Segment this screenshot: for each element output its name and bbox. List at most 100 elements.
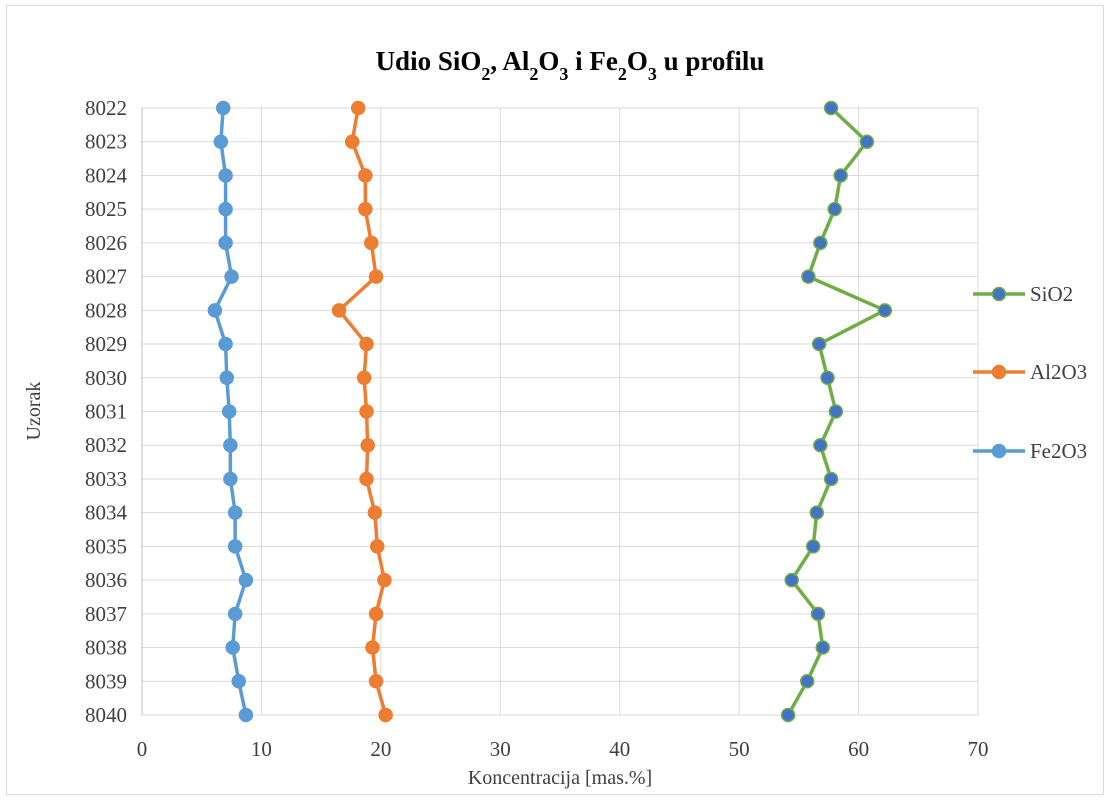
y-tick-label: 8028 bbox=[85, 298, 127, 322]
data-point-sio2 bbox=[813, 235, 828, 251]
y-tick-label: 8024 bbox=[85, 163, 128, 187]
data-point-sio2 bbox=[823, 100, 839, 116]
data-point-sio2 bbox=[801, 269, 816, 284]
legend: SiO2 Al2O3 Fe2O3 bbox=[973, 282, 1087, 463]
data-point-sio2 bbox=[820, 370, 835, 386]
data-point-sio2 bbox=[833, 168, 848, 183]
data-point-fe2o3 bbox=[238, 572, 254, 588]
data-point-fe2o3 bbox=[223, 471, 238, 487]
data-point-fe2o3 bbox=[218, 168, 233, 183]
data-point-al2o3 bbox=[358, 201, 373, 217]
data-point-al2o3 bbox=[367, 505, 383, 520]
data-point-sio2 bbox=[780, 707, 796, 723]
x-tick-label: 20 bbox=[370, 737, 391, 761]
x-tick-label: 50 bbox=[729, 737, 750, 761]
legend-marker-fe2o3 bbox=[991, 443, 1007, 459]
data-point-sio2 bbox=[809, 505, 825, 520]
x-axis-label: Koncentracija [mas.%] bbox=[468, 767, 652, 789]
legend-marker-al2o3 bbox=[991, 364, 1007, 380]
legend-marker-sio2 bbox=[991, 286, 1007, 302]
chart-frame bbox=[6, 5, 1104, 795]
data-point-al2o3 bbox=[359, 404, 374, 419]
y-tick-label: 8036 bbox=[85, 568, 127, 592]
y-tick-label: 8034 bbox=[85, 501, 128, 525]
y-tick-label: 8033 bbox=[85, 467, 127, 491]
y-tick-label: 8022 bbox=[85, 96, 127, 120]
data-point-al2o3 bbox=[358, 168, 373, 183]
data-point-sio2 bbox=[815, 640, 830, 655]
data-point-al2o3 bbox=[360, 437, 375, 453]
y-axis-label: Uzorak bbox=[23, 382, 45, 441]
y-tick-label: 8031 bbox=[85, 400, 127, 424]
y-tick-label: 8029 bbox=[85, 332, 127, 356]
chart-title: Udio SiO2, Al2O3 i Fe2O3 u profilu bbox=[376, 46, 765, 84]
data-point-fe2o3 bbox=[218, 336, 233, 352]
y-tick-label: 8025 bbox=[85, 197, 127, 221]
data-point-sio2 bbox=[811, 336, 827, 352]
data-point-fe2o3 bbox=[227, 505, 243, 520]
data-point-al2o3 bbox=[365, 640, 380, 655]
data-point-fe2o3 bbox=[218, 201, 233, 217]
data-point-al2o3 bbox=[359, 471, 374, 487]
x-tick-label: 10 bbox=[251, 737, 272, 761]
data-point-al2o3 bbox=[350, 100, 366, 116]
data-point-fe2o3 bbox=[227, 606, 243, 622]
data-point-fe2o3 bbox=[219, 370, 235, 386]
data-point-fe2o3 bbox=[225, 640, 241, 655]
data-point-sio2 bbox=[859, 134, 875, 149]
data-point-al2o3 bbox=[364, 235, 379, 251]
data-point-sio2 bbox=[799, 674, 815, 689]
data-point-sio2 bbox=[877, 303, 893, 318]
data-point-al2o3 bbox=[368, 269, 384, 284]
data-point-al2o3 bbox=[368, 606, 384, 622]
y-tick-label: 8023 bbox=[85, 130, 127, 154]
data-point-al2o3 bbox=[377, 572, 392, 588]
data-point-fe2o3 bbox=[207, 303, 223, 318]
data-point-sio2 bbox=[784, 572, 799, 588]
x-tick-label: 0 bbox=[137, 737, 148, 761]
x-tick-label: 30 bbox=[490, 737, 511, 761]
data-point-sio2 bbox=[828, 404, 844, 419]
data-point-fe2o3 bbox=[227, 539, 243, 554]
x-tick-label: 40 bbox=[609, 737, 630, 761]
x-tick-label: 60 bbox=[848, 737, 869, 761]
data-point-fe2o3 bbox=[231, 674, 246, 689]
data-point-al2o3 bbox=[378, 707, 393, 723]
gridlines bbox=[141, 107, 979, 716]
data-point-fe2o3 bbox=[215, 100, 231, 116]
y-tick-label: 8026 bbox=[85, 231, 127, 255]
y-tick-label: 8035 bbox=[85, 534, 127, 558]
x-tick-labels: 0 10 20 30 40 50 60 70 bbox=[137, 737, 989, 761]
data-point-al2o3 bbox=[331, 303, 347, 318]
y-tick-label: 8038 bbox=[85, 636, 127, 660]
data-point-sio2 bbox=[827, 201, 842, 217]
data-point-fe2o3 bbox=[218, 235, 233, 251]
data-point-sio2 bbox=[813, 437, 828, 453]
y-tick-label: 8037 bbox=[85, 602, 127, 626]
data-point-al2o3 bbox=[370, 539, 385, 554]
legend-label-al2o3: Al2O3 bbox=[1030, 360, 1087, 384]
data-point-al2o3 bbox=[359, 336, 374, 352]
y-tick-label: 8027 bbox=[85, 265, 127, 289]
data-point-sio2 bbox=[823, 471, 839, 487]
series-layer bbox=[207, 100, 893, 723]
legend-label-sio2: SiO2 bbox=[1030, 282, 1073, 306]
data-point-fe2o3 bbox=[223, 437, 238, 453]
y-tick-label: 8040 bbox=[85, 703, 127, 727]
x-tick-label: 70 bbox=[968, 737, 989, 761]
data-point-fe2o3 bbox=[213, 134, 229, 149]
y-tick-labels: 8022 8023 8024 8025 8026 8027 8028 8029 8030 8031… bbox=[85, 96, 128, 727]
data-point-fe2o3 bbox=[238, 707, 254, 723]
data-point-fe2o3 bbox=[224, 269, 239, 284]
y-tick-label: 8039 bbox=[85, 669, 127, 693]
data-point-al2o3 bbox=[356, 370, 372, 386]
data-point-al2o3 bbox=[368, 674, 384, 689]
y-tick-label: 8030 bbox=[85, 366, 127, 390]
data-point-sio2 bbox=[810, 606, 826, 622]
data-point-sio2 bbox=[805, 539, 821, 554]
legend-label-fe2o3: Fe2O3 bbox=[1030, 439, 1087, 463]
data-point-fe2o3 bbox=[221, 404, 237, 419]
y-tick-label: 8032 bbox=[85, 433, 127, 457]
data-point-al2o3 bbox=[344, 134, 360, 149]
